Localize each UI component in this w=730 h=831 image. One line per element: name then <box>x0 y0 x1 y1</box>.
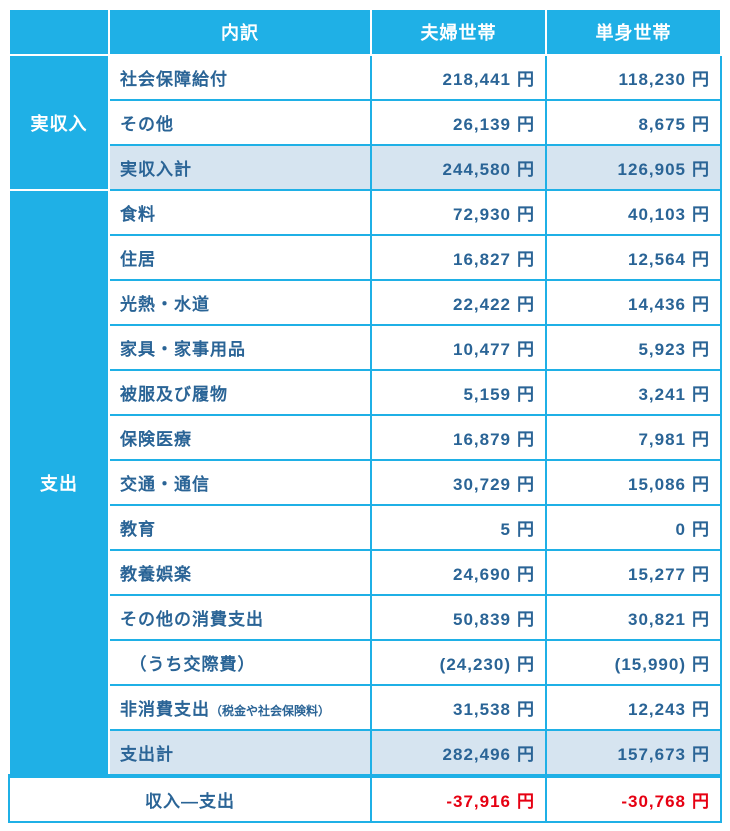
table-row: 実収入 社会保障給付 218,441円 118,230円 <box>9 55 721 100</box>
cell-single: 0円 <box>546 505 721 550</box>
cell-couple: 72,930円 <box>371 190 546 235</box>
cell-single: 8,675円 <box>546 100 721 145</box>
cell-couple: 16,827円 <box>371 235 546 280</box>
cell-couple: 30,729円 <box>371 460 546 505</box>
cell-single: 126,905円 <box>546 145 721 190</box>
row-label: 住居 <box>109 235 371 280</box>
table-row: 教養娯楽 24,690円 15,277円 <box>9 550 721 595</box>
cell-couple: 22,422円 <box>371 280 546 325</box>
cell-single: 15,086円 <box>546 460 721 505</box>
net-single: -30,768円 <box>546 776 721 822</box>
header-single: 単身世帯 <box>546 9 721 55</box>
cell-single: 7,981円 <box>546 415 721 460</box>
table-row: 教育 5円 0円 <box>9 505 721 550</box>
cell-single: 30,821円 <box>546 595 721 640</box>
cell-couple: 24,690円 <box>371 550 546 595</box>
header-blank <box>9 9 109 55</box>
row-label: 教養娯楽 <box>109 550 371 595</box>
table-row: 保険医療 16,879円 7,981円 <box>9 415 721 460</box>
table-row: 住居 16,827円 12,564円 <box>9 235 721 280</box>
table-row: 交通・通信 30,729円 15,086円 <box>9 460 721 505</box>
section-income: 実収入 <box>9 55 109 190</box>
cell-single: 14,436円 <box>546 280 721 325</box>
row-label: 支出計 <box>109 730 371 776</box>
income-expense-table: 内訳 夫婦世帯 単身世帯 実収入 社会保障給付 218,441円 118,230… <box>8 8 722 823</box>
section-expense: 支出 <box>9 190 109 776</box>
cell-single: 15,277円 <box>546 550 721 595</box>
table-row: （うち交際費） (24,230)円 (15,990)円 <box>9 640 721 685</box>
cell-couple: 31,538円 <box>371 685 546 730</box>
row-label: 実収入計 <box>109 145 371 190</box>
cell-single: 5,923円 <box>546 325 721 370</box>
row-label: その他の消費支出 <box>109 595 371 640</box>
row-label: 食料 <box>109 190 371 235</box>
row-label: 交通・通信 <box>109 460 371 505</box>
net-label: 収入―支出 <box>9 776 371 822</box>
row-label: その他 <box>109 100 371 145</box>
expense-subtotal-row: 支出計 282,496円 157,673円 <box>9 730 721 776</box>
row-label: 光熱・水道 <box>109 280 371 325</box>
cell-single: 157,673円 <box>546 730 721 776</box>
header-couple: 夫婦世帯 <box>371 9 546 55</box>
table-row: 光熱・水道 22,422円 14,436円 <box>9 280 721 325</box>
cell-single: 12,243円 <box>546 685 721 730</box>
row-label: 非消費支出（税金や社会保険料） <box>109 685 371 730</box>
table-row: その他の消費支出 50,839円 30,821円 <box>9 595 721 640</box>
row-label: 家具・家事用品 <box>109 325 371 370</box>
row-label: 被服及び履物 <box>109 370 371 415</box>
cell-couple: 244,580円 <box>371 145 546 190</box>
cell-single: 40,103円 <box>546 190 721 235</box>
income-subtotal-row: 実収入計 244,580円 126,905円 <box>9 145 721 190</box>
cell-couple: (24,230)円 <box>371 640 546 685</box>
cell-couple: 5円 <box>371 505 546 550</box>
row-label: 社会保障給付 <box>109 55 371 100</box>
cell-single: 12,564円 <box>546 235 721 280</box>
row-label: （うち交際費） <box>109 640 371 685</box>
cell-single: 118,230円 <box>546 55 721 100</box>
table-row: 非消費支出（税金や社会保険料） 31,538円 12,243円 <box>9 685 721 730</box>
cell-couple: 5,159円 <box>371 370 546 415</box>
table-row: 家具・家事用品 10,477円 5,923円 <box>9 325 721 370</box>
table-row: 被服及び履物 5,159円 3,241円 <box>9 370 721 415</box>
header-item: 内訳 <box>109 9 371 55</box>
cell-couple: 16,879円 <box>371 415 546 460</box>
net-row: 収入―支出 -37,916円 -30,768円 <box>9 776 721 822</box>
cell-couple: 26,139円 <box>371 100 546 145</box>
cell-couple: 10,477円 <box>371 325 546 370</box>
cell-single: 3,241円 <box>546 370 721 415</box>
table-row: 支出 食料 72,930円 40,103円 <box>9 190 721 235</box>
table-row: その他 26,139円 8,675円 <box>9 100 721 145</box>
row-label: 教育 <box>109 505 371 550</box>
cell-single: (15,990)円 <box>546 640 721 685</box>
cell-couple: 218,441円 <box>371 55 546 100</box>
cell-couple: 282,496円 <box>371 730 546 776</box>
cell-couple: 50,839円 <box>371 595 546 640</box>
net-couple: -37,916円 <box>371 776 546 822</box>
row-label: 保険医療 <box>109 415 371 460</box>
